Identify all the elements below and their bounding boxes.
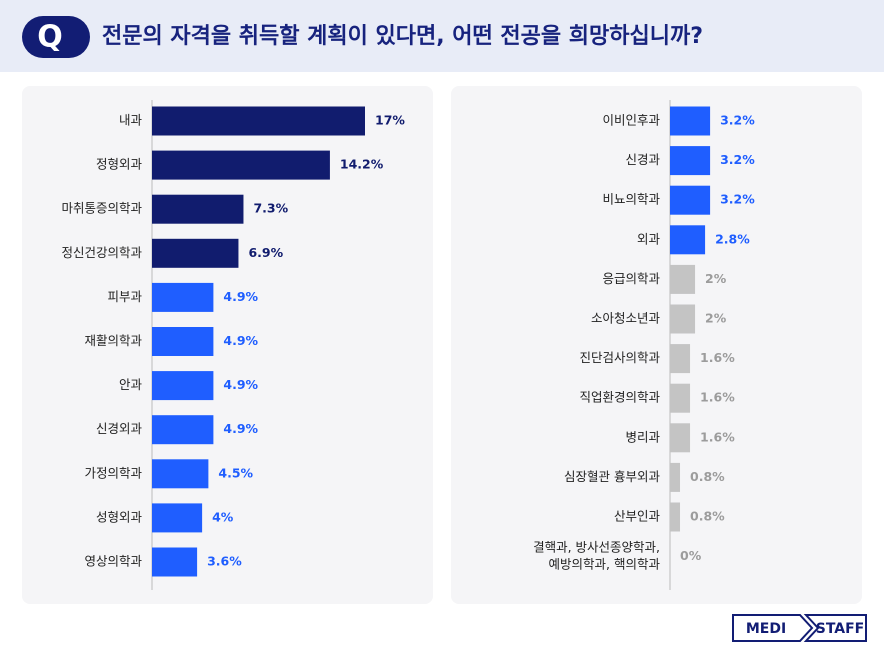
- bar: [670, 502, 681, 532]
- category-label: 산부인과: [614, 509, 661, 524]
- bar: [670, 304, 696, 334]
- category-label: 가정의학과: [84, 465, 142, 480]
- bar: [670, 344, 691, 374]
- bar: [152, 194, 244, 224]
- value-label: 6.9%: [248, 245, 283, 260]
- category-label: 마취통증의학과: [61, 201, 142, 216]
- value-label: 14.2%: [340, 157, 384, 172]
- value-label: 1.6%: [700, 390, 735, 405]
- category-label: 안과: [119, 377, 143, 392]
- value-label: 4.9%: [223, 377, 258, 392]
- badge-bg: [22, 16, 90, 58]
- category-label: 직업환경의학과: [579, 390, 660, 405]
- value-label: 2.8%: [715, 231, 750, 246]
- bar: [670, 423, 691, 453]
- value-label: 0%: [680, 548, 702, 563]
- bar: [152, 459, 209, 489]
- value-label: 1.6%: [700, 350, 735, 365]
- bar: [152, 238, 239, 268]
- value-label: 0.8%: [690, 469, 725, 484]
- category-label: 정형외과: [96, 157, 143, 172]
- bar: [152, 327, 214, 356]
- category-label: 성형외과: [96, 509, 143, 524]
- bar: [152, 150, 330, 180]
- category-label: 응급의학과: [602, 271, 660, 286]
- value-label: 3.6%: [207, 554, 242, 569]
- category-label: 정신건강의학과: [61, 245, 142, 260]
- badge: Q: [37, 20, 63, 55]
- value-label: 4.9%: [223, 289, 258, 304]
- category-label: 신경과: [625, 152, 660, 167]
- logo-text: STAFF: [816, 621, 865, 637]
- value-label: 1.6%: [700, 429, 735, 444]
- header-band: [0, 0, 884, 72]
- category-label: 이비인후과: [602, 113, 660, 128]
- bar: [152, 282, 214, 312]
- bar: [152, 503, 203, 533]
- value-label: 2%: [705, 311, 727, 326]
- category-label: 병리과: [625, 429, 660, 444]
- category-label: 신경외과: [96, 421, 143, 436]
- category-label: 영상의학과: [84, 554, 142, 569]
- category-label: 비뇨의학과: [602, 192, 660, 207]
- logo-frame: [803, 614, 867, 642]
- value-label: 3.2%: [720, 152, 755, 167]
- bar: [152, 547, 198, 577]
- bar: [670, 225, 706, 255]
- value-label: 17%: [375, 113, 405, 128]
- bar: [670, 146, 711, 176]
- bar: [670, 106, 711, 136]
- value-label: 0.8%: [690, 509, 725, 524]
- logo: MEDI STAFF: [732, 614, 867, 642]
- logo-frame: [732, 614, 814, 642]
- category-label: 결핵과, 방사선종양학과,: [533, 540, 660, 555]
- category-label: 외과: [637, 231, 661, 246]
- category-label: 내과: [119, 113, 143, 128]
- bar: [670, 383, 691, 413]
- value-label: 3.2%: [720, 113, 755, 128]
- value-label: 7.3%: [253, 201, 288, 216]
- panel: [22, 86, 433, 604]
- value-label: 2%: [705, 271, 727, 286]
- category-label: 소아청소년과: [591, 311, 661, 326]
- title: 전문의 자격을 취득할 계획이 있다면, 어떤 전공을 희망하십니까?: [102, 24, 703, 49]
- category-label: 예방의학과, 핵의학과: [549, 557, 661, 572]
- value-label: 4.5%: [218, 465, 253, 480]
- category-label: 진단검사의학과: [579, 350, 660, 365]
- bar: [152, 106, 365, 136]
- value-label: 4%: [212, 509, 234, 524]
- category-label: 재활의학과: [84, 333, 142, 348]
- bar: [670, 185, 711, 215]
- category-label: 심장혈관 흉부외과: [564, 469, 660, 484]
- category-label: 피부과: [107, 289, 142, 304]
- value-label: 4.9%: [223, 333, 258, 348]
- bar: [670, 264, 696, 294]
- bar: [152, 371, 214, 401]
- panel: [451, 86, 862, 604]
- bar: [670, 462, 681, 492]
- value-label: 4.9%: [223, 421, 258, 436]
- value-label: 3.2%: [720, 192, 755, 207]
- logo-text: MEDI: [746, 621, 786, 637]
- bar: [152, 415, 214, 445]
